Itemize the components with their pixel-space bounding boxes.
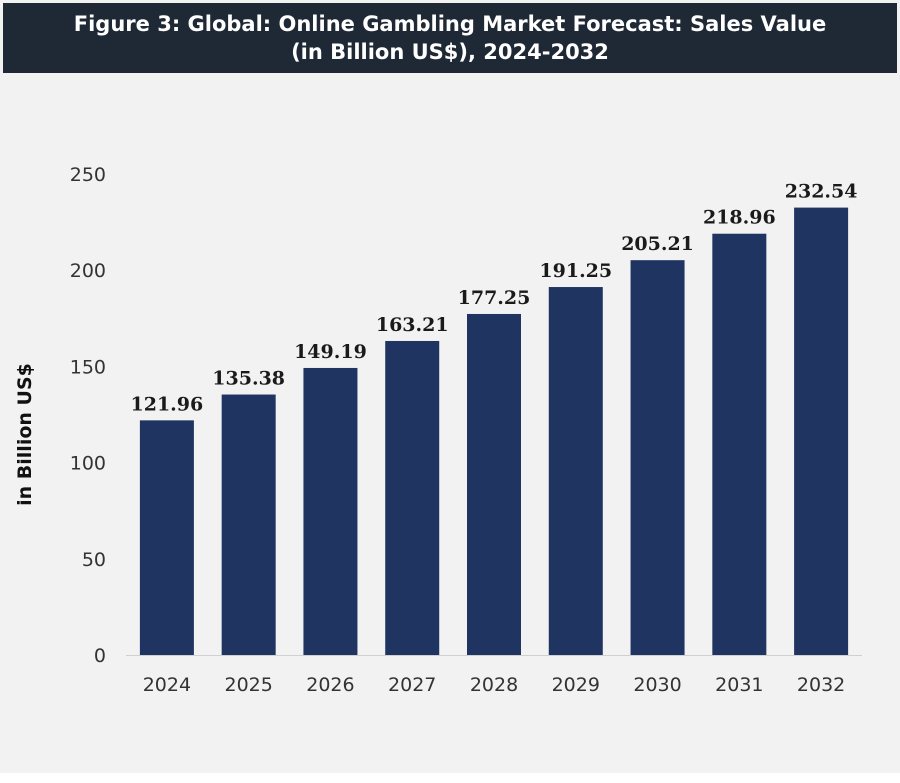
x-tick-label: 2024 — [143, 674, 191, 696]
x-tick-label: 2031 — [715, 674, 763, 696]
data-label: 191.25 — [539, 260, 612, 282]
chart-area: 0 50 100 150 200 250 2024 2025 2026 2027 2028 2029… — [0, 73, 900, 773]
y-axis-ticks: 0 50 100 150 200 250 — [70, 164, 106, 667]
bar-2024 — [139, 420, 194, 655]
bars — [139, 207, 849, 656]
x-tick-label: 2025 — [224, 674, 272, 696]
bottom-strip — [0, 773, 900, 783]
data-label: 121.96 — [131, 393, 204, 415]
bar-chart: 0 50 100 150 200 250 2024 2025 2026 2027 2028 2029… — [14, 164, 862, 696]
y-tick-label: 200 — [70, 260, 106, 282]
bar-2026 — [303, 367, 358, 655]
x-tick-label: 2026 — [306, 674, 354, 696]
x-tick-label: 2032 — [797, 674, 845, 696]
bar-2027 — [385, 340, 440, 655]
bar-2030 — [630, 260, 685, 655]
bar-2031 — [712, 233, 767, 656]
y-axis-title: in Billion US$ — [14, 363, 36, 506]
chart-title-bar: Figure 3: Global: Online Gambling Market… — [3, 3, 897, 73]
y-tick-label: 50 — [82, 549, 106, 571]
data-label: 135.38 — [212, 368, 285, 390]
y-tick-label: 250 — [70, 164, 106, 186]
data-label: 205.21 — [621, 233, 694, 255]
data-label: 218.96 — [703, 207, 776, 229]
chart-title-line-1: Figure 3: Global: Online Gambling Market… — [73, 12, 827, 36]
bar-2028 — [467, 313, 521, 655]
y-tick-label: 100 — [70, 453, 106, 475]
y-tick-label: 150 — [70, 356, 106, 378]
x-tick-label: 2030 — [633, 674, 681, 696]
data-label: 149.19 — [294, 341, 367, 363]
x-tick-label: 2029 — [552, 674, 600, 696]
data-label: 177.25 — [458, 287, 531, 309]
data-label: 163.21 — [376, 314, 449, 336]
chart-title-line-2: (in Billion US$), 2024-2032 — [291, 40, 609, 64]
data-label: 232.54 — [785, 181, 858, 203]
bar-2025 — [221, 394, 276, 655]
x-axis-ticks: 2024 2025 2026 2027 2028 2029 2030 2031 2032 — [143, 674, 846, 696]
bar-2032 — [794, 207, 849, 656]
data-labels: 121.96 135.38 149.19 163.21 177.25 191.25 205.… — [131, 181, 858, 416]
x-tick-label: 2027 — [388, 674, 436, 696]
y-tick-label: 0 — [94, 645, 106, 667]
bar-2029 — [548, 287, 603, 655]
x-tick-label: 2028 — [470, 674, 518, 696]
